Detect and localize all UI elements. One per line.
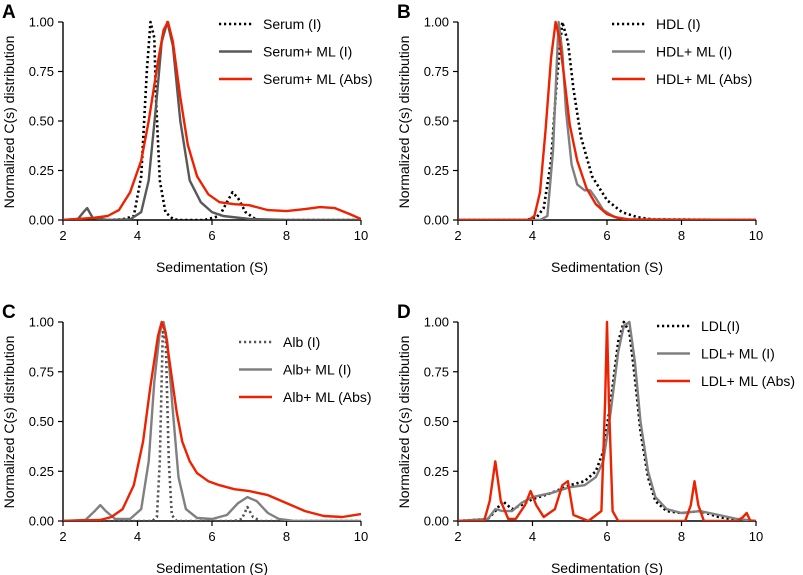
- legend-label: LDL+ ML (Abs): [701, 373, 795, 389]
- panel-letter: A: [2, 2, 16, 23]
- x-tick-label: 10: [749, 228, 763, 243]
- panel-b: B 2 4 6 8 10 0.00 0.25 0.50 0.75 1.00 Sedimentation…: [396, 2, 763, 275]
- x-tick-label: 6: [208, 228, 215, 243]
- y-tick-label: 1.00: [29, 315, 54, 330]
- legend-label: Alb+ ML (I): [283, 362, 351, 378]
- legend-label: HDL+ ML (Abs): [656, 71, 752, 87]
- x-tick-label: 6: [603, 529, 610, 544]
- y-tick-label: 0.50: [29, 414, 54, 429]
- x-tick-label: 10: [749, 529, 763, 544]
- x-axis-label: Sedimentation (S): [551, 560, 663, 575]
- series-line-b-0: [458, 20, 756, 220]
- series-line-a-0: [63, 20, 361, 220]
- legend-label: Serum+ ML (I): [263, 44, 352, 60]
- x-tick-label: 8: [283, 529, 290, 544]
- panel-d: D 2 4 6 8 10 0.00 0.25 0.50 0.75 1.00 Sedimentation…: [396, 302, 795, 575]
- legend-label: HDL+ ML (I): [656, 44, 732, 60]
- y-tick-label: 0.25: [29, 163, 54, 178]
- series-line-d-2: [458, 320, 756, 521]
- y-tick-label: 0.25: [424, 163, 449, 178]
- y-tick-label: 1.00: [29, 15, 54, 30]
- x-tick-label: 2: [454, 529, 461, 544]
- y-tick-label: 0.50: [29, 114, 54, 129]
- x-tick-label: 4: [134, 529, 141, 544]
- x-tick-label: 10: [354, 228, 368, 243]
- panel-letter: D: [397, 302, 411, 323]
- y-tick-label: 0.25: [424, 464, 449, 479]
- series-line-c-0: [63, 330, 361, 521]
- y-axis-label: Normalized C(s) distribution: [1, 36, 17, 209]
- panel-a: A 2 4 6 8 10 0.00 0.25 0.50 0.75 1.00 Sedimentation…: [1, 2, 373, 275]
- y-tick-label: 0.00: [29, 514, 54, 529]
- legend-label: LDL+ ML (I): [701, 346, 775, 362]
- series-line-a-2: [63, 20, 361, 220]
- legend-label: Serum+ ML (Abs): [263, 71, 373, 87]
- y-tick-label: 1.00: [424, 15, 449, 30]
- legend-label: HDL (I): [656, 16, 701, 32]
- x-tick-label: 2: [59, 228, 66, 243]
- x-axis-label: Sedimentation (S): [156, 259, 268, 275]
- x-tick-label: 8: [283, 228, 290, 243]
- x-tick-label: 2: [454, 228, 461, 243]
- x-tick-label: 8: [678, 529, 685, 544]
- y-tick-label: 0.00: [29, 213, 54, 228]
- x-tick-label: 4: [529, 529, 536, 544]
- y-axis-label: Normalized C(s) distribution: [1, 336, 17, 509]
- x-tick-label: 10: [354, 529, 368, 544]
- y-tick-label: 0.50: [424, 414, 449, 429]
- panel-letter: B: [397, 2, 411, 23]
- panel-c: C 2 4 6 8 10 0.00 0.25 0.50 0.75 1.00 Sedimentation…: [1, 302, 372, 575]
- legend-label: Serum (I): [263, 16, 321, 32]
- y-tick-label: 0.75: [424, 64, 449, 79]
- x-tick-label: 6: [208, 529, 215, 544]
- legend-label: Alb (I): [283, 334, 320, 350]
- y-tick-label: 0.75: [424, 364, 449, 379]
- series-line-c-2: [63, 320, 361, 521]
- y-tick-label: 0.25: [29, 464, 54, 479]
- series-line-b-2: [458, 20, 756, 220]
- y-tick-label: 0.75: [29, 64, 54, 79]
- series-line-c-1: [63, 320, 361, 521]
- y-tick-label: 0.50: [424, 114, 449, 129]
- x-tick-label: 6: [603, 228, 610, 243]
- y-tick-label: 0.00: [424, 514, 449, 529]
- y-tick-label: 0.75: [29, 364, 54, 379]
- panel-letter: C: [2, 302, 16, 323]
- y-tick-label: 0.00: [424, 213, 449, 228]
- legend-label: LDL(I): [701, 318, 740, 334]
- x-tick-label: 4: [529, 228, 536, 243]
- legend-label: Alb+ ML (Abs): [283, 389, 372, 405]
- y-axis-label: Normalized C(s) distribution: [396, 336, 412, 509]
- series-line-d-1: [458, 320, 756, 521]
- y-axis-label: Normalized C(s) distribution: [396, 36, 412, 209]
- x-tick-label: 2: [59, 529, 66, 544]
- x-axis-label: Sedimentation (S): [551, 259, 663, 275]
- x-tick-label: 8: [678, 228, 685, 243]
- y-tick-label: 1.00: [424, 315, 449, 330]
- x-tick-label: 4: [134, 228, 141, 243]
- x-axis-label: Sedimentation (S): [156, 560, 268, 575]
